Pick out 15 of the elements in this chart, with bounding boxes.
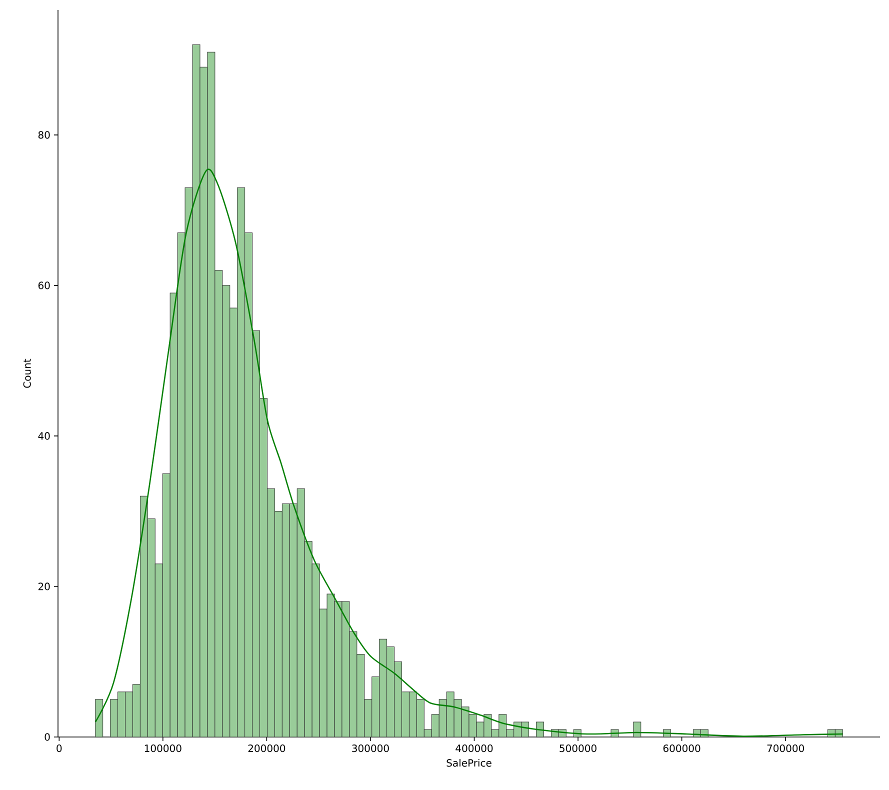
y-tick-label: 20	[38, 582, 50, 590]
x-tick-label: 700000	[767, 744, 804, 752]
x-tick-label: 400000	[456, 744, 493, 752]
y-tick-label: 40	[38, 432, 50, 440]
y-tick-label: 60	[38, 282, 50, 290]
x-tick-label: 600000	[663, 744, 700, 752]
x-tick-label: 500000	[560, 744, 596, 752]
x-tick-label: 300000	[352, 744, 389, 752]
x-tick-label: 0	[56, 744, 62, 752]
y-tick-label: 0	[44, 733, 50, 741]
y-axis-title: Count	[23, 358, 31, 388]
x-tick-label: 100000	[144, 744, 182, 752]
x-axis-title: SalePrice	[446, 758, 492, 767]
y-tick-label: 80	[38, 131, 50, 139]
x-tick-label: 200000	[248, 744, 286, 752]
